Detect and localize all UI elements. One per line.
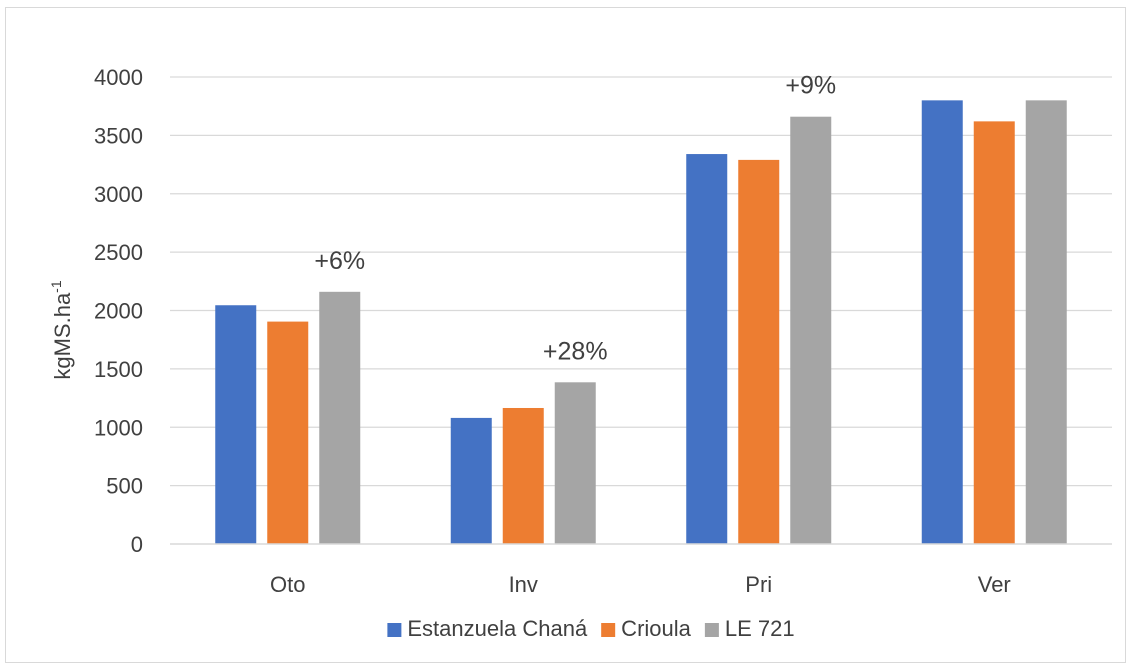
bar-ver-le-721 [1026,100,1067,544]
legend-swatch [387,623,401,637]
legend-label: Estanzuela Chaná [407,616,588,641]
y-tick-label: 4000 [94,65,143,90]
legend-label: Crioula [621,616,691,641]
legend-entry: LE 721 [705,616,795,641]
annotation-label: +6% [314,247,365,275]
y-tick-label: 3500 [94,123,143,148]
bar-ver-crioula [974,121,1015,544]
legend: Estanzuela Chaná Crioula LE 721 [387,616,794,641]
bar-oto-crioula [267,322,308,544]
y-tick-label: 2000 [94,299,143,324]
bar-pri-crioula [738,160,779,544]
legend-label: LE 721 [725,616,795,641]
legend-entry: Estanzuela Chaná [387,616,588,641]
gridlines [170,77,1112,486]
bar-ver-estanzuela-chan- [922,100,963,544]
legend-swatch [601,623,615,637]
bar-oto-le-721 [319,292,360,544]
bar-oto-estanzuela-chan- [215,305,256,544]
y-tick-labels: 0 500 1000 1500 2000 2500 3000 3500 4000 [94,65,143,557]
bar-pri-estanzuela-chan- [686,154,727,544]
x-tick-label: Oto [270,572,305,597]
legend-swatch [705,623,719,637]
x-tick-label: Ver [978,572,1011,597]
y-tick-label: 1500 [94,357,143,382]
y-tick-label: 2500 [94,240,143,265]
y-axis-title-main: kgMS.ha [50,292,75,380]
x-tick-labels: Oto Inv Pri Ver [270,572,1011,597]
legend-entry: Crioula [601,616,691,641]
y-tick-label: 1000 [94,415,143,440]
bar-inv-le-721 [555,382,596,544]
annotation-label: +9% [785,72,836,100]
y-tick-label: 0 [131,532,143,557]
x-tick-label: Inv [509,572,538,597]
y-axis-title: kgMS.ha-1 [48,280,75,379]
x-tick-label: Pri [745,572,772,597]
y-tick-label: 500 [106,474,143,499]
annotation-label: +28% [543,337,608,365]
bar-pri-le-721 [790,117,831,544]
y-tick-label: 3000 [94,182,143,207]
bars [215,100,1067,544]
bar-inv-crioula [503,408,544,544]
bar-inv-estanzuela-chan- [451,418,492,544]
y-axis-title-superscript: -1 [48,280,64,293]
